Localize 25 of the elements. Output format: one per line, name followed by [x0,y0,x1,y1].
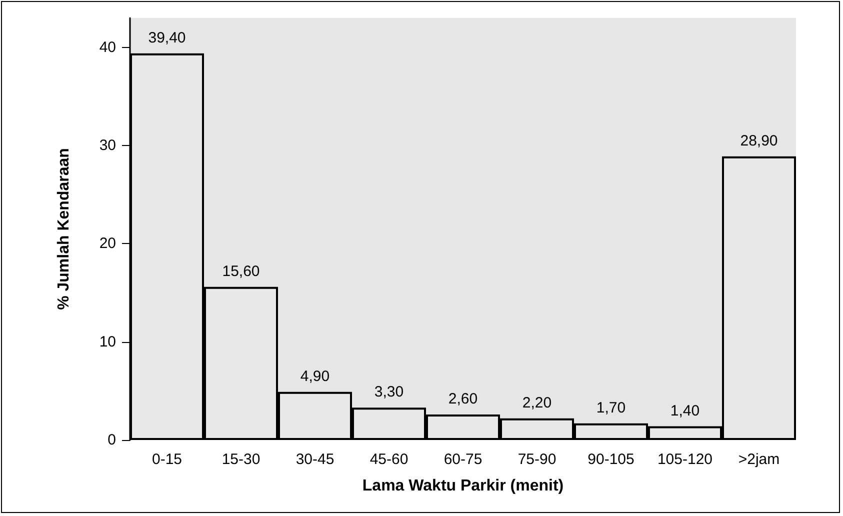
x-tick-label: 15-30 [222,451,260,468]
data-label: 28,90 [740,132,778,150]
x-tick-label: >2jam [738,451,780,468]
x-tick-label: 105-120 [657,451,713,468]
y-axis-title: % Jumlah Kendaraan [56,148,72,310]
x-tick-label: 75-90 [518,451,556,468]
data-label: 1,40 [670,402,700,420]
x-tick-label: 45-60 [370,451,408,468]
y-tick-label: 30 [99,137,116,154]
y-tick-label: 20 [99,235,116,252]
y-tick-label: 0 [108,432,116,448]
data-label: 3,30 [374,384,404,401]
data-label: 2,20 [522,394,552,412]
x-axis-title: Lama Waktu Parkir (menit) [362,478,564,494]
x-tick-label: 30-45 [296,451,334,468]
data-label: 1,70 [596,399,626,416]
y-tick-label: 10 [99,333,116,350]
data-label: 39,40 [148,29,186,46]
data-label: 4,90 [300,368,330,385]
x-tick-label: 60-75 [444,451,482,468]
data-label: 2,60 [448,390,478,408]
x-tick-label: 90-105 [588,451,634,468]
y-tick-label: 40 [99,38,116,56]
x-tick-label: 0-15 [152,451,182,468]
data-label: 15,60 [222,262,260,280]
